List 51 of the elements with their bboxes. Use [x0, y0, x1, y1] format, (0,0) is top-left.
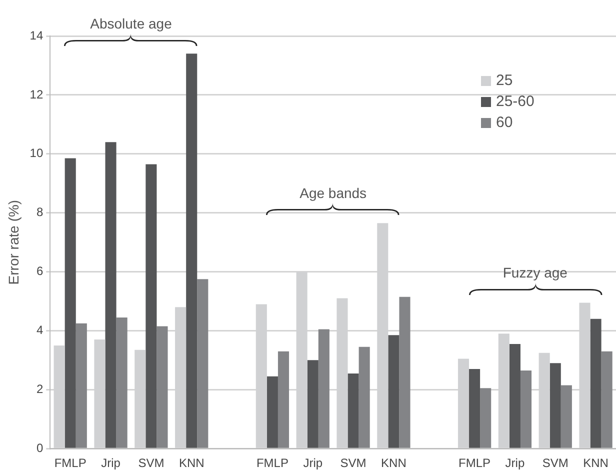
- legend-label: 25: [496, 72, 513, 90]
- y-tick-label: 14: [30, 28, 44, 42]
- annotation: Age bands: [300, 185, 367, 202]
- bar: [520, 370, 532, 448]
- x-tick-label: Jrip: [101, 456, 121, 470]
- bar: [388, 335, 400, 448]
- y-tick-label: 0: [36, 440, 44, 455]
- x-tick-label: FMLP: [458, 456, 491, 470]
- x-tick-label: SVM: [138, 456, 164, 470]
- bar: [469, 369, 480, 448]
- x-tick-label: KNN: [381, 456, 406, 470]
- x-tick-label: Jrip: [303, 456, 323, 470]
- x-tick-label: SVM: [542, 456, 568, 470]
- x-tick-label: FMLP: [54, 456, 86, 470]
- bar: [278, 351, 290, 448]
- bar: [266, 376, 278, 448]
- legend-label: 60: [496, 114, 513, 132]
- text: Absolute age: [90, 16, 172, 32]
- bar: [76, 323, 87, 448]
- y-tick-label: 2: [36, 382, 44, 396]
- bar: [318, 329, 330, 448]
- bar: [509, 344, 520, 448]
- bar: [186, 54, 198, 448]
- x-tick-label: KNN: [178, 456, 204, 470]
- bar: [358, 346, 370, 448]
- bar: [64, 158, 76, 448]
- bar: [105, 142, 116, 448]
- bar: [348, 373, 359, 448]
- x-tick-label: Jrip: [505, 456, 525, 470]
- y-tick-label: 6: [36, 264, 44, 278]
- bar: [307, 360, 318, 448]
- bar: [480, 388, 492, 448]
- y-tick-label: 10: [30, 146, 44, 160]
- y-tick-label: 4: [36, 323, 44, 338]
- y-axis-title: Error rate (%): [5, 200, 22, 285]
- y-tick-label: 8: [36, 205, 44, 220]
- x-tick-label: FMLP: [256, 456, 288, 470]
- bar: [399, 296, 410, 448]
- bar: [156, 326, 168, 448]
- bar: [116, 317, 128, 448]
- x-tick-label: SVM: [340, 456, 366, 470]
- legend-label: 25-60: [496, 93, 534, 110]
- bar: [550, 363, 561, 448]
- annotation: Fuzzy age: [502, 264, 568, 281]
- bar: [590, 318, 602, 448]
- bar: [560, 385, 572, 448]
- x-tick-label: KNN: [583, 456, 608, 470]
- bar: [146, 164, 157, 448]
- y-tick-label: 12: [30, 87, 44, 102]
- bar: [601, 351, 612, 448]
- bar: [197, 279, 208, 448]
